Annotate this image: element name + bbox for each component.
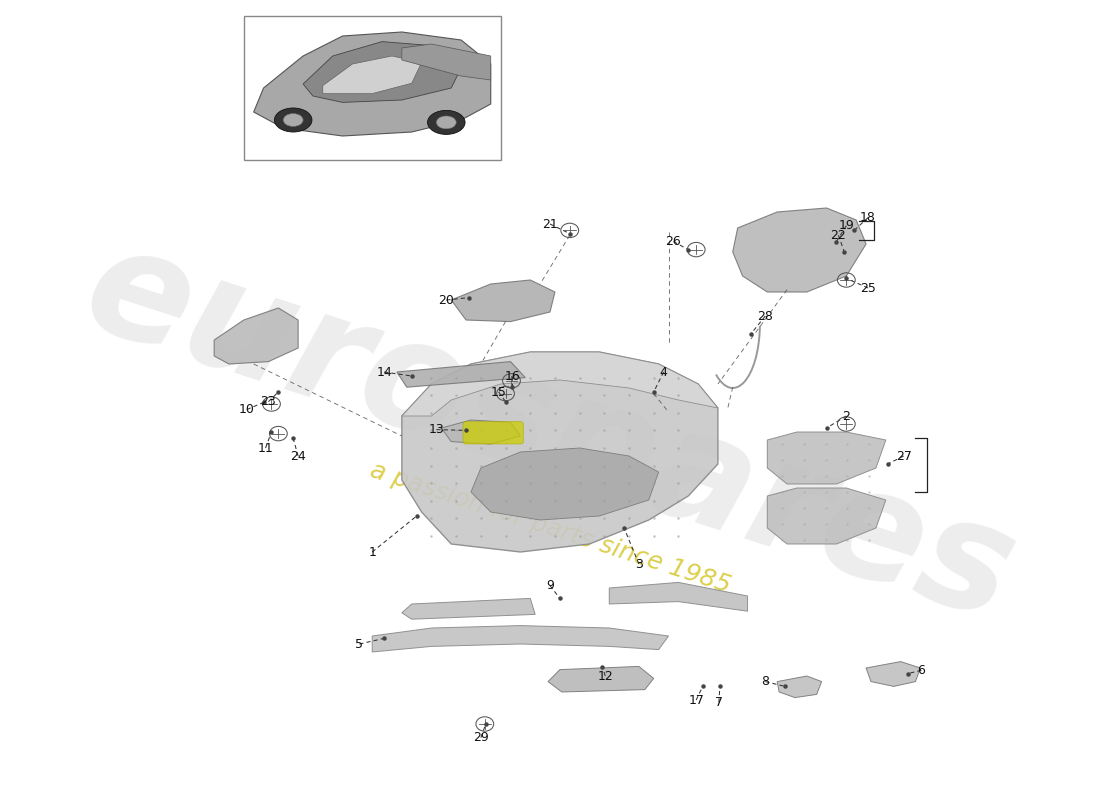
Text: 3: 3 xyxy=(635,558,642,570)
Polygon shape xyxy=(402,352,718,416)
Text: 10: 10 xyxy=(239,403,255,416)
Text: 5: 5 xyxy=(355,638,363,650)
Text: 29: 29 xyxy=(473,731,488,744)
Polygon shape xyxy=(768,488,886,544)
Polygon shape xyxy=(733,208,866,292)
Text: 14: 14 xyxy=(376,366,392,378)
Ellipse shape xyxy=(428,110,465,134)
Polygon shape xyxy=(397,362,526,387)
Polygon shape xyxy=(214,308,298,364)
Text: 2: 2 xyxy=(843,410,850,422)
Text: 24: 24 xyxy=(290,450,306,462)
Text: 8: 8 xyxy=(761,675,769,688)
Text: 11: 11 xyxy=(257,442,274,454)
Polygon shape xyxy=(322,56,421,94)
Text: 28: 28 xyxy=(758,310,773,322)
Polygon shape xyxy=(609,582,748,611)
Text: 22: 22 xyxy=(830,229,846,242)
Polygon shape xyxy=(451,280,554,322)
Ellipse shape xyxy=(284,114,304,126)
Text: 17: 17 xyxy=(689,694,704,706)
Polygon shape xyxy=(441,420,520,444)
Text: 7: 7 xyxy=(715,696,723,709)
Text: 27: 27 xyxy=(895,450,912,462)
Text: 15: 15 xyxy=(491,386,507,398)
FancyBboxPatch shape xyxy=(244,16,500,160)
Text: 4: 4 xyxy=(660,366,668,378)
Text: 9: 9 xyxy=(546,579,554,592)
Polygon shape xyxy=(768,432,886,484)
Polygon shape xyxy=(402,44,491,80)
Text: 13: 13 xyxy=(429,423,444,436)
FancyBboxPatch shape xyxy=(463,422,524,444)
Polygon shape xyxy=(402,598,536,619)
Polygon shape xyxy=(866,662,921,686)
Text: eurospares: eurospares xyxy=(67,212,1033,652)
Text: 23: 23 xyxy=(261,395,276,408)
Text: 21: 21 xyxy=(542,218,558,230)
Text: 18: 18 xyxy=(860,211,876,224)
Polygon shape xyxy=(471,448,659,520)
Polygon shape xyxy=(254,32,491,136)
Text: 20: 20 xyxy=(439,294,454,306)
Text: 12: 12 xyxy=(597,670,613,682)
Text: 19: 19 xyxy=(838,219,855,232)
Polygon shape xyxy=(402,352,718,552)
Polygon shape xyxy=(372,626,669,652)
Polygon shape xyxy=(548,666,653,692)
Polygon shape xyxy=(304,42,461,102)
Text: 25: 25 xyxy=(860,282,876,294)
Ellipse shape xyxy=(437,116,456,129)
Text: 1: 1 xyxy=(368,546,376,558)
Text: 26: 26 xyxy=(666,235,681,248)
Ellipse shape xyxy=(274,108,312,132)
Polygon shape xyxy=(778,676,822,698)
Text: 6: 6 xyxy=(917,664,925,677)
Text: 16: 16 xyxy=(505,370,520,382)
Text: a passion for parts since 1985: a passion for parts since 1985 xyxy=(366,458,734,598)
